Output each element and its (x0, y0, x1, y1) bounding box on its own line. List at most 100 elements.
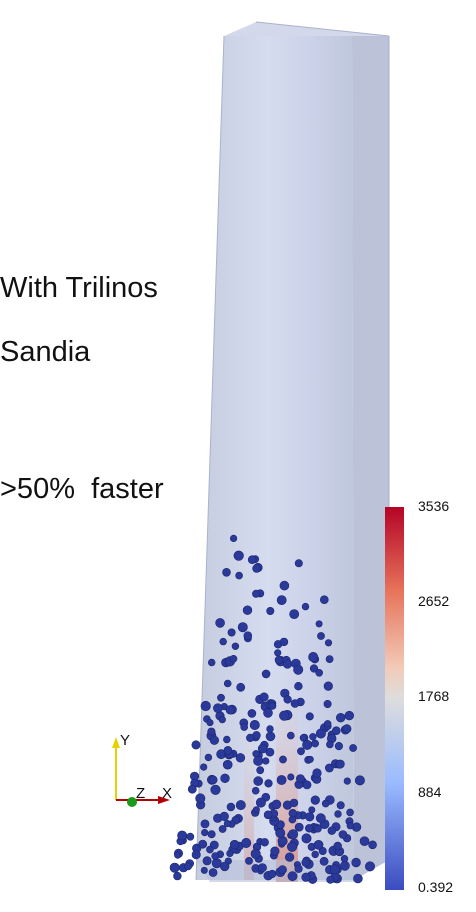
particle (354, 775, 365, 786)
particle (240, 723, 248, 731)
particle (276, 595, 287, 605)
particle (208, 868, 218, 877)
z-axis-dot (127, 797, 137, 807)
particle (317, 632, 325, 640)
particle (312, 768, 322, 778)
particle (252, 564, 261, 573)
particle (256, 766, 265, 775)
x-axis-arrow (158, 796, 170, 804)
particle (353, 873, 363, 884)
particle (276, 775, 287, 785)
particle (174, 851, 182, 859)
particle (264, 779, 273, 788)
particle (294, 681, 303, 691)
particle (306, 755, 314, 763)
particle (342, 724, 352, 734)
particle (301, 872, 311, 882)
particle (255, 797, 266, 808)
particle (331, 726, 341, 736)
particle (333, 841, 342, 851)
column-top-face (224, 22, 389, 36)
particle (282, 659, 293, 669)
particle (235, 753, 246, 763)
particle (262, 757, 270, 765)
particle (251, 786, 260, 795)
particle (315, 813, 326, 824)
particle (265, 731, 276, 742)
particle (227, 628, 236, 637)
particle (294, 559, 303, 568)
particle (218, 716, 226, 724)
particle (213, 703, 223, 714)
particle (215, 618, 225, 628)
particle (266, 725, 274, 733)
particle (346, 808, 354, 817)
particle (293, 664, 304, 675)
particle (211, 852, 219, 860)
particle (323, 681, 333, 691)
particle (289, 609, 300, 619)
particle (311, 850, 319, 859)
particle (270, 846, 280, 856)
particle (209, 735, 219, 745)
particle (274, 655, 284, 665)
particle (236, 682, 246, 692)
particle (253, 755, 264, 766)
y-axis-label: Y (120, 732, 131, 749)
particle (319, 595, 329, 605)
particle (222, 759, 233, 770)
particle (218, 825, 227, 833)
particle (268, 702, 277, 710)
z-axis-label: Z (136, 785, 146, 802)
particle (223, 735, 231, 744)
particle (219, 637, 227, 646)
particle (287, 871, 298, 882)
particle (257, 863, 267, 873)
particle (315, 728, 326, 739)
particle (346, 821, 354, 830)
particle (226, 802, 236, 812)
particle (287, 841, 298, 852)
particle (202, 856, 212, 866)
particle (206, 845, 214, 854)
particle (319, 856, 329, 866)
particle (229, 654, 238, 663)
particle (186, 832, 195, 841)
particle (305, 712, 314, 721)
particle (200, 866, 208, 874)
particle (187, 784, 197, 794)
particle (195, 793, 206, 804)
column-right-face (352, 36, 389, 880)
particle (302, 739, 313, 750)
particle (343, 777, 351, 785)
particle (323, 699, 332, 708)
particle (207, 830, 216, 839)
particle (249, 719, 260, 730)
particle (326, 875, 335, 884)
particle (327, 826, 336, 835)
particle (173, 871, 182, 881)
particle (263, 708, 273, 718)
particle (325, 655, 334, 663)
particle (260, 838, 269, 847)
particle (338, 830, 348, 839)
particle (206, 719, 214, 727)
particle (287, 773, 295, 781)
particle (223, 745, 233, 755)
particle (191, 740, 201, 750)
particle (250, 848, 261, 859)
particle (349, 744, 357, 752)
particle (288, 829, 299, 840)
particle (279, 755, 287, 764)
y-axis-arrow (112, 737, 120, 748)
particle (278, 865, 287, 875)
particle (290, 699, 300, 708)
particle (223, 819, 231, 828)
particle (222, 567, 231, 577)
particle (200, 700, 211, 712)
particle (313, 839, 324, 850)
caption-line-2: Sandia (0, 336, 91, 368)
particle (233, 550, 244, 561)
particle (289, 798, 299, 808)
